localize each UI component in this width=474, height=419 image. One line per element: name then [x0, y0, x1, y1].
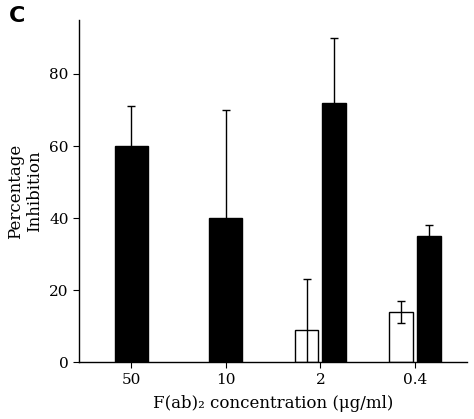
Bar — [322, 103, 346, 362]
Text: C: C — [9, 6, 26, 26]
Y-axis label: Percentage
Inhibition: Percentage Inhibition — [7, 143, 44, 239]
Bar — [417, 236, 440, 362]
X-axis label: F(ab)₂ concentration (μg/ml): F(ab)₂ concentration (μg/ml) — [153, 395, 393, 412]
Bar — [295, 330, 319, 362]
Bar — [209, 218, 242, 362]
Bar — [115, 146, 147, 362]
Bar — [390, 312, 413, 362]
